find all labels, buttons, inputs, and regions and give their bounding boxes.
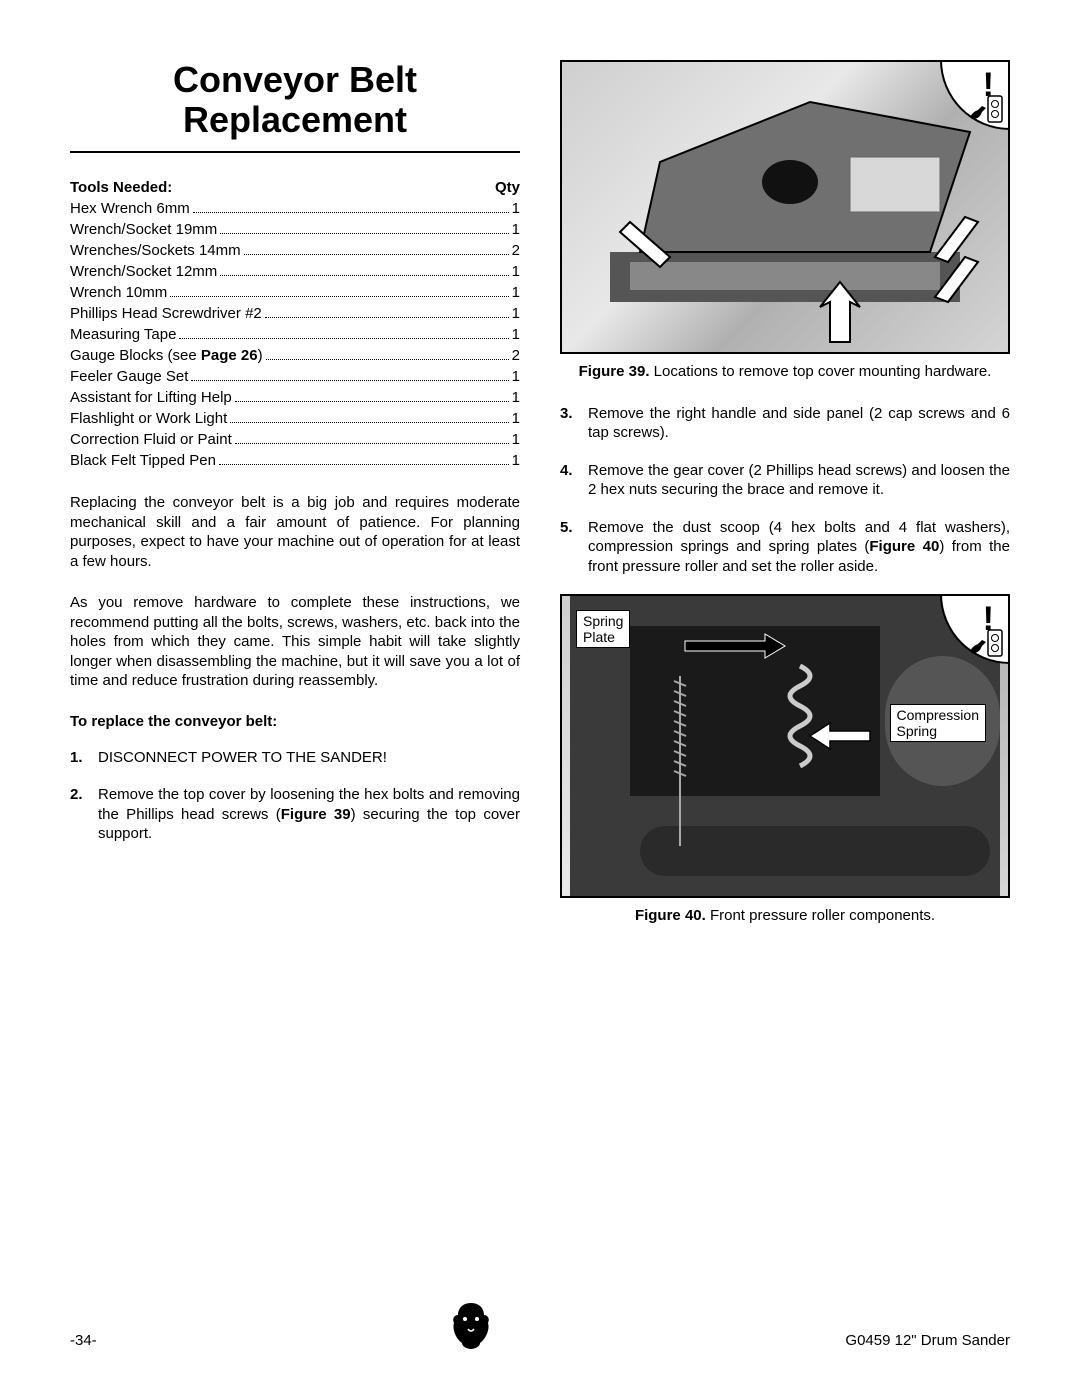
- tool-qty: 1: [512, 387, 520, 408]
- title-line-1: Conveyor Belt: [173, 59, 417, 100]
- tool-row: Correction Fluid or Paint 1: [70, 429, 520, 450]
- tool-row: Measuring Tape 1: [70, 324, 520, 345]
- tool-row: Assistant for Lifting Help 1: [70, 387, 520, 408]
- tool-qty: 2: [512, 240, 520, 261]
- step-body: DISCONNECT POWER TO THE SANDER!: [98, 748, 520, 768]
- step-1: 1. DISCONNECT POWER TO THE SANDER!: [70, 748, 520, 768]
- figure-40-label-compression-spring: CompressionSpring: [890, 704, 986, 742]
- tool-label: Feeler Gauge Set: [70, 366, 188, 387]
- leader-dots: [219, 464, 509, 465]
- tool-label: Wrench/Socket 12mm: [70, 261, 217, 282]
- tool-row: Phillips Head Screwdriver #2 1: [70, 303, 520, 324]
- step-4: 4. Remove the gear cover (2 Phillips hea…: [560, 461, 1010, 500]
- figure-39-image: [562, 62, 1008, 352]
- figure-40-label-spring-plate: SpringPlate: [576, 610, 630, 648]
- leader-dots: [230, 422, 508, 423]
- tool-row: Wrench/Socket 19mm 1: [70, 219, 520, 240]
- figure-40-box: SpringPlate CompressionSpring !: [560, 594, 1010, 898]
- tool-qty: 1: [512, 219, 520, 240]
- leader-dots: [235, 401, 509, 402]
- leader-dots: [266, 359, 509, 360]
- tool-label: Wrench/Socket 19mm: [70, 219, 217, 240]
- tool-row: Black Felt Tipped Pen 1: [70, 450, 520, 471]
- step-number: 4.: [560, 461, 588, 500]
- tool-label: Black Felt Tipped Pen: [70, 450, 216, 471]
- step-5: 5. Remove the dust scoop (4 hex bolts an…: [560, 518, 1010, 577]
- two-column-layout: Conveyor Belt Replacement Tools Needed: …: [70, 60, 1010, 948]
- tools-header: Tools Needed: Qty: [70, 179, 520, 196]
- tool-row: Wrenches/Sockets 14mm 2: [70, 240, 520, 261]
- steps-left: 1. DISCONNECT POWER TO THE SANDER! 2. Re…: [70, 748, 520, 844]
- step-body: Remove the right handle and side panel (…: [588, 404, 1010, 443]
- tool-qty: 1: [512, 429, 520, 450]
- bear-logo-icon: [448, 1299, 494, 1349]
- tool-row: Gauge Blocks (see Page 26) 2: [70, 345, 520, 366]
- tool-label: Correction Fluid or Paint: [70, 429, 232, 450]
- figure-39-svg: [562, 62, 1008, 352]
- intro-paragraph-2: As you remove hardware to complete these…: [70, 593, 520, 691]
- tools-header-label: Tools Needed:: [70, 179, 172, 196]
- leader-dots: [220, 233, 508, 234]
- tool-label: Wrench 10mm: [70, 282, 167, 303]
- page: Conveyor Belt Replacement Tools Needed: …: [0, 0, 1080, 1397]
- plug-outlet-icon: [966, 94, 1004, 124]
- title-underline: [70, 151, 520, 153]
- tools-header-qty: Qty: [495, 179, 520, 196]
- step-number: 1.: [70, 748, 98, 768]
- tool-label: Phillips Head Screwdriver #2: [70, 303, 262, 324]
- leader-dots: [170, 296, 508, 297]
- figure-39-box: !: [560, 60, 1010, 354]
- leader-dots: [193, 212, 509, 213]
- tool-row: Flashlight or Work Light 1: [70, 408, 520, 429]
- steps-right: 3. Remove the right handle and side pane…: [560, 404, 1010, 577]
- page-title: Conveyor Belt Replacement: [70, 60, 520, 139]
- tool-label: Measuring Tape: [70, 324, 176, 345]
- figure-39-caption: Figure 39. Locations to remove top cover…: [560, 362, 1010, 382]
- tool-row: Feeler Gauge Set 1: [70, 366, 520, 387]
- page-number: -34-: [70, 1332, 97, 1349]
- step-3: 3. Remove the right handle and side pane…: [560, 404, 1010, 443]
- leader-dots: [244, 254, 509, 255]
- step-body: Remove the gear cover (2 Phillips head s…: [588, 461, 1010, 500]
- tool-label: Wrenches/Sockets 14mm: [70, 240, 241, 261]
- tool-qty: 1: [512, 408, 520, 429]
- leader-dots: [191, 380, 508, 381]
- tool-row: Hex Wrench 6mm 1: [70, 198, 520, 219]
- tool-row: Wrench 10mm 1: [70, 282, 520, 303]
- leader-dots: [265, 317, 509, 318]
- leader-dots: [179, 338, 508, 339]
- tool-qty: 1: [512, 450, 520, 471]
- title-line-2: Replacement: [183, 99, 407, 140]
- step-2: 2. Remove the top cover by loosening the…: [70, 785, 520, 844]
- tool-row: Wrench/Socket 12mm 1: [70, 261, 520, 282]
- tool-qty: 1: [512, 261, 520, 282]
- procedure-subhead: To replace the conveyor belt:: [70, 713, 520, 730]
- tool-label: Hex Wrench 6mm: [70, 198, 190, 219]
- leader-dots: [235, 443, 509, 444]
- intro-paragraph-1: Replacing the conveyor belt is a big job…: [70, 493, 520, 571]
- model-label: G0459 12" Drum Sander: [845, 1332, 1010, 1349]
- step-body: Remove the dust scoop (4 hex bolts and 4…: [588, 518, 1010, 577]
- plug-outlet-icon: [966, 628, 1004, 658]
- tool-qty: 2: [512, 345, 520, 366]
- tool-label: Gauge Blocks (see Page 26): [70, 345, 263, 366]
- step-body: Remove the top cover by loosening the he…: [98, 785, 520, 844]
- figure-40-caption: Figure 40. Front pressure roller compone…: [560, 906, 1010, 926]
- right-column: ! Figure 39. Locations to remove top cov…: [560, 60, 1010, 948]
- tool-qty: 1: [512, 198, 520, 219]
- tool-qty: 1: [512, 282, 520, 303]
- left-column: Conveyor Belt Replacement Tools Needed: …: [70, 60, 520, 948]
- tool-label: Flashlight or Work Light: [70, 408, 227, 429]
- step-number: 2.: [70, 785, 98, 844]
- tool-qty: 1: [512, 303, 520, 324]
- tool-label: Assistant for Lifting Help: [70, 387, 232, 408]
- page-footer: -34- G0459 12" Drum Sander: [70, 1299, 1010, 1349]
- tools-list: Hex Wrench 6mm1Wrench/Socket 19mm1Wrench…: [70, 198, 520, 471]
- step-number: 3.: [560, 404, 588, 443]
- tool-qty: 1: [512, 324, 520, 345]
- tool-qty: 1: [512, 366, 520, 387]
- leader-dots: [220, 275, 508, 276]
- figure-40-image: SpringPlate CompressionSpring: [562, 596, 1008, 896]
- step-number: 5.: [560, 518, 588, 577]
